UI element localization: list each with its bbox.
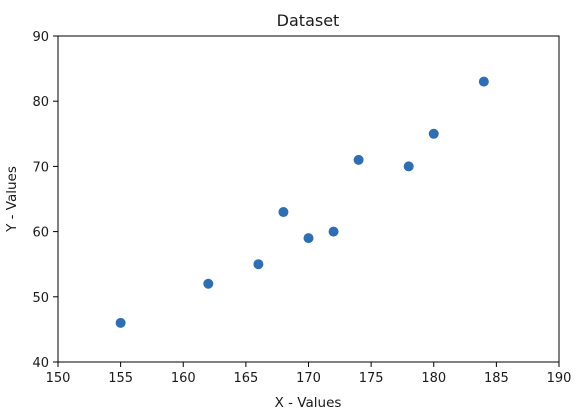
scatter-point [115, 317, 126, 328]
x-tick-label: 155 [108, 371, 133, 386]
scatter-point [478, 76, 489, 87]
x-tick-label: 185 [484, 371, 509, 386]
y-tick-label: 40 [32, 356, 49, 371]
scatter-point [203, 278, 214, 289]
x-axis-label: X - Values [275, 395, 342, 411]
y-axis-label: Y - Values [4, 166, 20, 233]
x-tick-label: 165 [233, 371, 258, 386]
x-tick-label: 175 [359, 371, 384, 386]
scatter-point [278, 207, 289, 218]
data-points [115, 76, 489, 328]
y-tick-label: 70 [32, 160, 49, 175]
y-tick-label: 80 [32, 95, 49, 110]
plot-area-frame [57, 35, 560, 363]
y-tick-label: 60 [32, 226, 49, 241]
x-tick-label: 150 [46, 371, 71, 386]
x-tick-label: 160 [171, 371, 196, 386]
scatter-point [303, 233, 314, 244]
scatter-point [428, 128, 439, 139]
y-axis-ticks: 40 50 60 70 80 90 [32, 30, 58, 371]
scatter-point [328, 226, 339, 237]
chart-title: Dataset [277, 11, 340, 30]
x-axis-ticks: 150 155 160 165 170 175 180 185 190 [46, 362, 572, 386]
y-tick-label: 50 [32, 291, 49, 306]
x-tick-label: 190 [547, 371, 572, 386]
scatter-point [403, 161, 414, 172]
scatter-point [253, 259, 264, 270]
x-tick-label: 170 [296, 371, 321, 386]
scatter-point [353, 154, 364, 165]
x-tick-label: 180 [421, 371, 446, 386]
y-tick-label: 90 [32, 30, 49, 45]
